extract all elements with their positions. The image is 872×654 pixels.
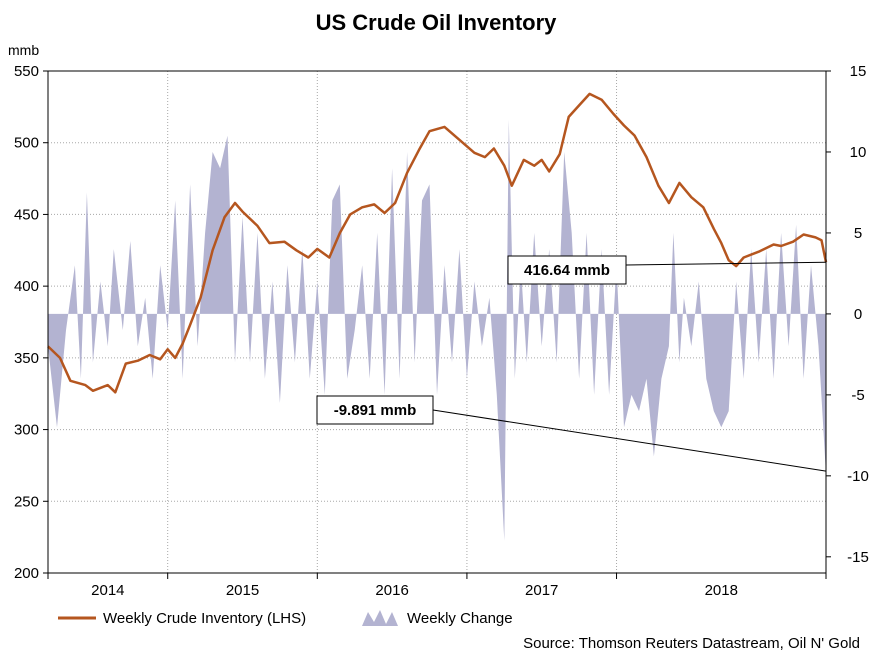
left-axis-unit: mmb (8, 42, 39, 58)
right-tick-label-10: 10 (850, 144, 867, 161)
plot-frame (47, 70, 827, 574)
legend: Weekly Crude Inventory (LHS) Weekly Chan… (58, 610, 513, 627)
right-tick-label--5: -5 (851, 387, 864, 404)
left-tick-label-400: 400 (14, 278, 39, 295)
change-callout-label: -9.891 mmb (334, 402, 417, 419)
x-tick-label-2016: 2016 (375, 582, 408, 599)
left-tick-label-500: 500 (14, 135, 39, 152)
weekly-change-fill (48, 119, 826, 541)
left-axis: 200 250 300 350 400 450 500 550 (14, 63, 48, 582)
x-tick-label-2017: 2017 (525, 582, 558, 599)
legend-area-swatch (362, 610, 398, 626)
left-tick-label-300: 300 (14, 422, 39, 439)
inventory-callout-label: 416.64 mmb (524, 262, 610, 279)
source-note: Source: Thomson Reuters Datastream, Oil … (523, 635, 860, 652)
legend-change-label: Weekly Change (407, 610, 513, 627)
right-tick-label--10: -10 (847, 468, 869, 485)
right-tick-label-0: 0 (854, 306, 862, 323)
x-tick-label-2015: 2015 (226, 582, 259, 599)
inventory-callout-leader (625, 261, 827, 266)
left-tick-label-550: 550 (14, 63, 39, 80)
left-tick-label-350: 350 (14, 350, 39, 367)
left-tick-label-450: 450 (14, 206, 39, 223)
left-tick-label-200: 200 (14, 565, 39, 582)
chart-title: US Crude Oil Inventory (316, 10, 558, 35)
x-axis: 2014 2015 2016 2017 2018 (47, 573, 827, 599)
weekly-inventory-line (47, 92, 828, 394)
right-tick-label-15: 15 (850, 63, 867, 80)
weekly-change-area (48, 119, 826, 541)
right-tick-label-5: 5 (854, 225, 862, 242)
change-callout-leader (432, 409, 827, 472)
left-tick-label-250: 250 (14, 493, 39, 510)
x-tick-label-2014: 2014 (91, 582, 124, 599)
legend-inventory-label: Weekly Crude Inventory (LHS) (103, 610, 306, 627)
inventory-callout-box (507, 255, 627, 285)
right-axis: 15 10 5 0 -5 -10 -15 (826, 63, 869, 566)
right-tick-label--15: -15 (847, 549, 869, 566)
change-callout-box (316, 395, 434, 425)
inventory-line (47, 92, 828, 394)
x-tick-label-2018: 2018 (705, 582, 738, 599)
